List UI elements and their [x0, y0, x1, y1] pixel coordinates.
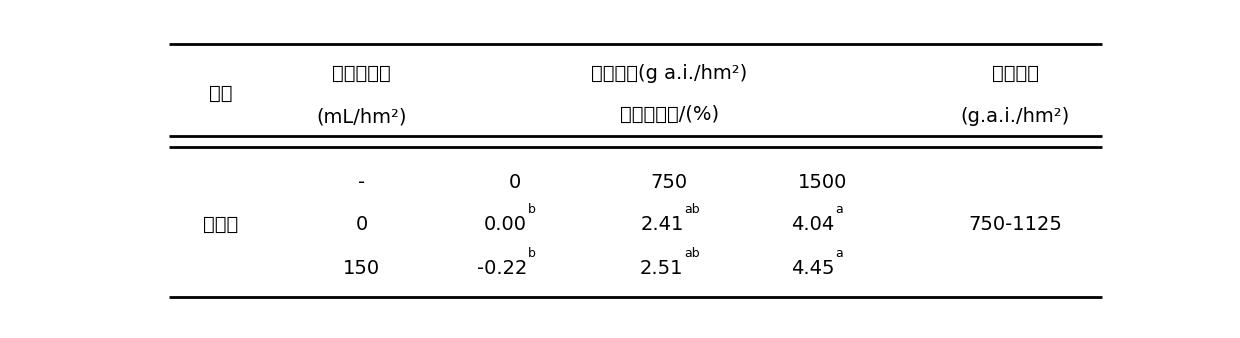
Text: 2.51: 2.51 [640, 259, 683, 278]
Text: (mL/hm²): (mL/hm²) [316, 108, 407, 127]
Text: ab: ab [684, 247, 701, 261]
Text: 750: 750 [651, 173, 688, 192]
Text: 4.04: 4.04 [791, 215, 835, 234]
Text: a: a [836, 203, 843, 216]
Text: 安融乐剂量: 安融乐剂量 [332, 64, 391, 82]
Text: ab: ab [684, 203, 701, 216]
Text: (g.a.i./hm²): (g.a.i./hm²) [961, 106, 1070, 125]
Text: 药剂剂量(g a.i./hm²): 药剂剂量(g a.i./hm²) [591, 64, 748, 82]
Text: 1500: 1500 [799, 173, 848, 192]
Text: 2.41: 2.41 [640, 215, 683, 234]
Text: -: - [358, 173, 365, 192]
Text: a: a [836, 247, 843, 261]
Text: 鲜重抑制率/(%): 鲜重抑制率/(%) [620, 105, 719, 124]
Text: 750-1125: 750-1125 [968, 215, 1061, 234]
Text: 0.00: 0.00 [484, 215, 527, 234]
Text: 0: 0 [510, 173, 522, 192]
Text: 药剂: 药剂 [208, 84, 232, 103]
Text: 异丙隆: 异丙隆 [202, 215, 238, 234]
Text: 推荐剂量: 推荐剂量 [992, 64, 1039, 82]
Text: -0.22: -0.22 [476, 259, 527, 278]
Text: 0: 0 [356, 215, 368, 234]
Text: b: b [528, 203, 536, 216]
Text: 4.45: 4.45 [791, 259, 835, 278]
Text: 150: 150 [343, 259, 381, 278]
Text: b: b [528, 247, 536, 261]
